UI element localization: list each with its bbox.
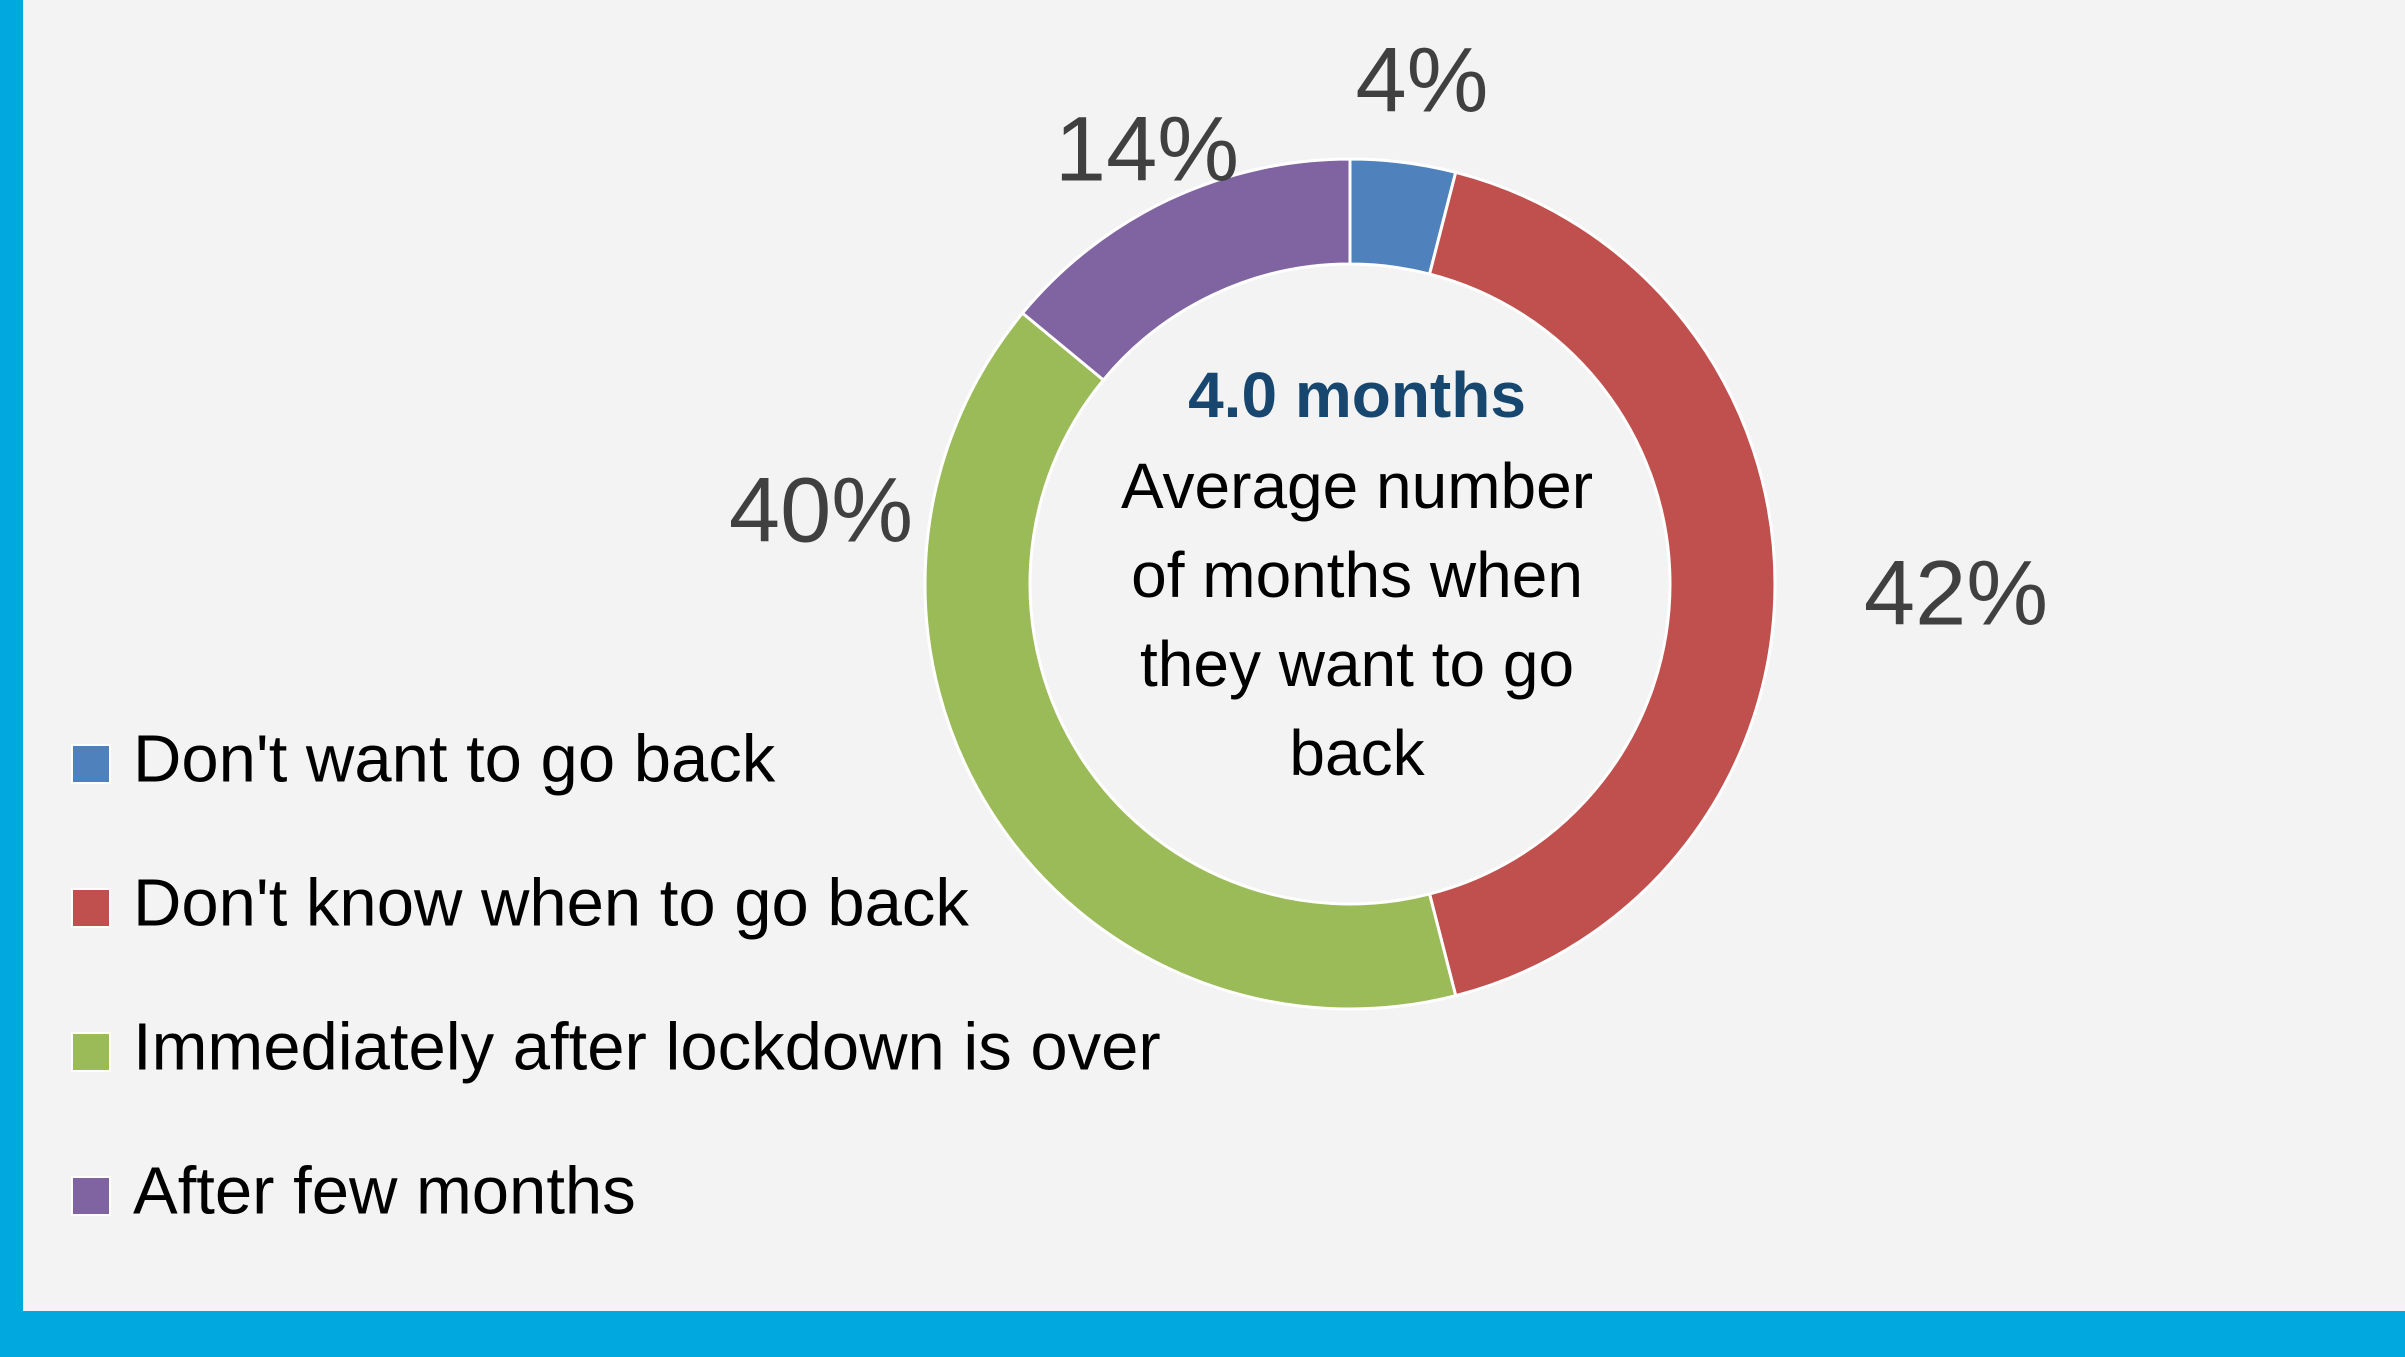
legend-label: Don't want to go back	[133, 722, 776, 797]
legend-label: Don't know when to go back	[133, 866, 969, 941]
donut-segment	[1427, 170, 1777, 998]
donut-segment	[923, 310, 1458, 1011]
frame-left	[0, 0, 23, 1357]
frame-bottom	[0, 1311, 2405, 1357]
data-label: 40%	[729, 459, 913, 561]
data-label: 14%	[1055, 98, 1239, 200]
legend-swatch	[71, 888, 111, 928]
legend-swatch	[71, 1032, 111, 1072]
center-text: back	[1289, 717, 1425, 789]
legend-label: After few months	[133, 1154, 636, 1229]
legend-swatch	[71, 744, 111, 784]
center-text: Average number	[1121, 450, 1593, 522]
legend-label: Immediately after lockdown is over	[133, 1010, 1161, 1085]
donut-segment	[1020, 157, 1352, 383]
center-text: of months when	[1131, 539, 1583, 611]
data-label: 42%	[1864, 542, 2048, 644]
center-text: they want to go	[1140, 628, 1574, 700]
center-value: 4.0 months	[1188, 359, 1526, 431]
legend-swatch	[71, 1176, 111, 1216]
data-label: 4%	[1356, 29, 1489, 131]
